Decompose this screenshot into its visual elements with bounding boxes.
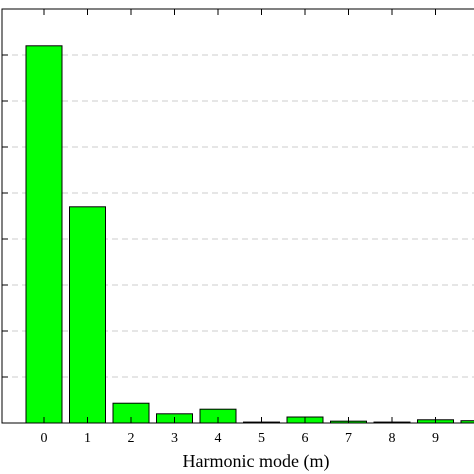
x-tick-label: 7 <box>345 431 352 446</box>
bar <box>460 420 474 424</box>
x-tick-label: 3 <box>171 431 178 446</box>
bar <box>25 45 63 424</box>
x-tick-label: 9 <box>432 431 439 446</box>
x-tick-label: 2 <box>128 431 135 446</box>
x-tick-label: 8 <box>389 431 396 446</box>
x-tick-label: 5 <box>258 431 265 446</box>
x-tick-label: 1 <box>84 431 91 446</box>
x-tick-label: 0 <box>41 431 48 446</box>
x-axis-label: Harmonic mode (m) <box>183 451 330 472</box>
bar <box>69 206 106 424</box>
x-tick-label: 6 <box>302 431 309 446</box>
x-tick-label: 4 <box>215 431 222 446</box>
plot-frame <box>1 8 474 424</box>
